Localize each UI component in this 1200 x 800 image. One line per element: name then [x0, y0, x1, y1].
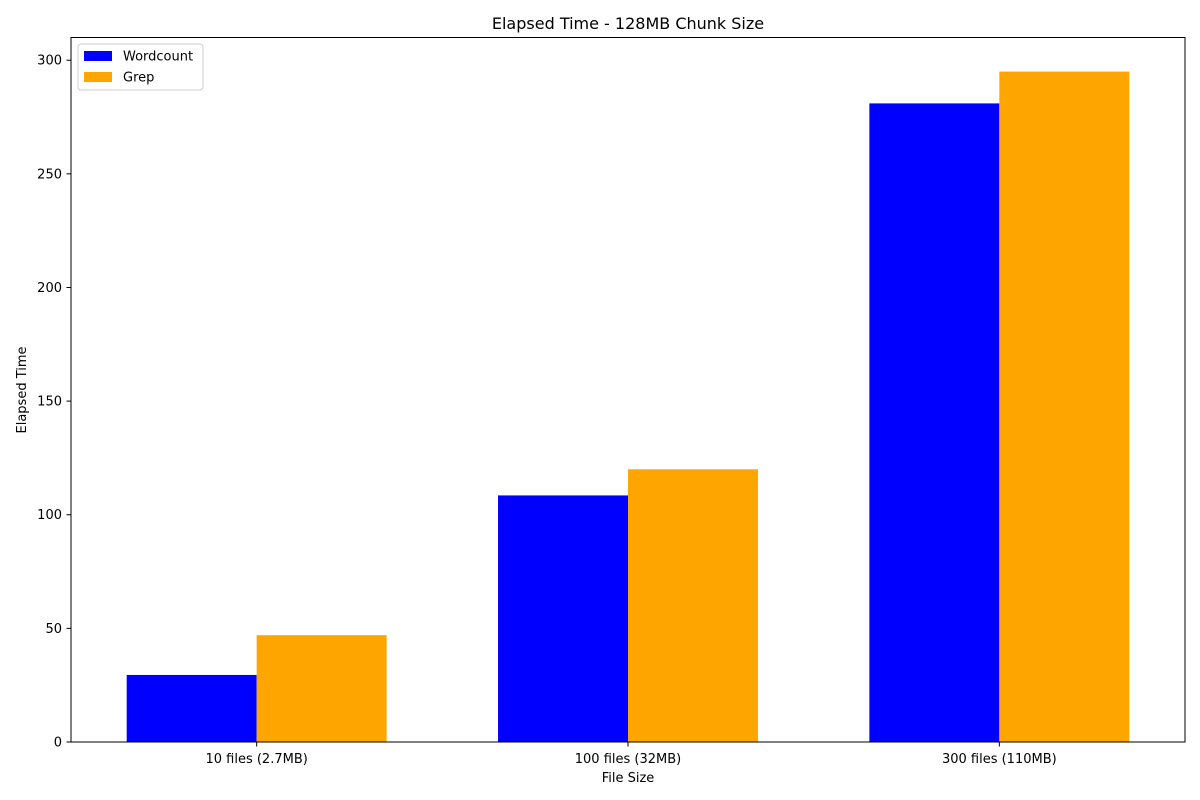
y-tick-label: 150	[37, 395, 62, 410]
y-axis-ticks: 0 50 100 150 200 250 300	[37, 54, 71, 751]
bar-wordcount-2	[869, 103, 1000, 742]
bar-grep-2	[999, 71, 1130, 743]
x-axis-label: File Size	[602, 771, 655, 786]
bar-wordcount-1	[498, 495, 628, 742]
legend-swatch-grep	[84, 72, 112, 82]
x-tick-label: 100 files (32MB)	[575, 752, 681, 767]
legend-swatch-wordcount	[84, 51, 112, 61]
y-tick-label: 50	[45, 622, 62, 637]
y-tick-label: 250	[37, 167, 62, 182]
bar-grep-1	[628, 469, 758, 742]
y-tick-label: 200	[37, 281, 62, 296]
y-axis-label: Elapsed Time	[15, 346, 30, 433]
bar-wordcount-0	[126, 674, 257, 742]
y-tick-label: 100	[37, 508, 62, 523]
legend-label-grep: Grep	[123, 71, 154, 86]
plot-frame	[70, 37, 1186, 743]
legend-label-wordcount: Wordcount	[123, 50, 193, 65]
legend: Wordcount Grep	[77, 43, 204, 91]
x-tick-label: 10 files (2.7MB)	[205, 752, 307, 767]
y-tick-label: 0	[54, 736, 62, 751]
bar-grep-0	[256, 635, 387, 742]
chart-title: Elapsed Time - 128MB Chunk Size	[492, 14, 764, 33]
x-tick-label: 300 files (110MB)	[942, 752, 1057, 767]
y-tick-label: 300	[37, 54, 62, 69]
x-axis-ticks: 10 files (2.7MB) 100 files (32MB) 300 file…	[205, 742, 1057, 767]
bars-group	[126, 71, 1130, 743]
